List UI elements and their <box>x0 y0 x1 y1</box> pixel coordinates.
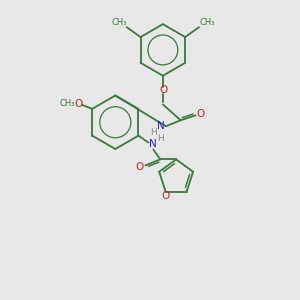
Text: H: H <box>151 128 157 137</box>
Text: O: O <box>135 162 144 172</box>
Text: H: H <box>157 134 164 143</box>
Text: O: O <box>160 85 168 94</box>
Text: N: N <box>149 139 157 148</box>
Text: CH₃: CH₃ <box>60 99 75 108</box>
Text: CH₃: CH₃ <box>111 18 127 27</box>
Text: O: O <box>74 99 82 109</box>
Text: N: N <box>157 121 165 131</box>
Text: CH₃: CH₃ <box>199 18 215 27</box>
Text: O: O <box>196 109 205 119</box>
Text: O: O <box>161 190 170 201</box>
